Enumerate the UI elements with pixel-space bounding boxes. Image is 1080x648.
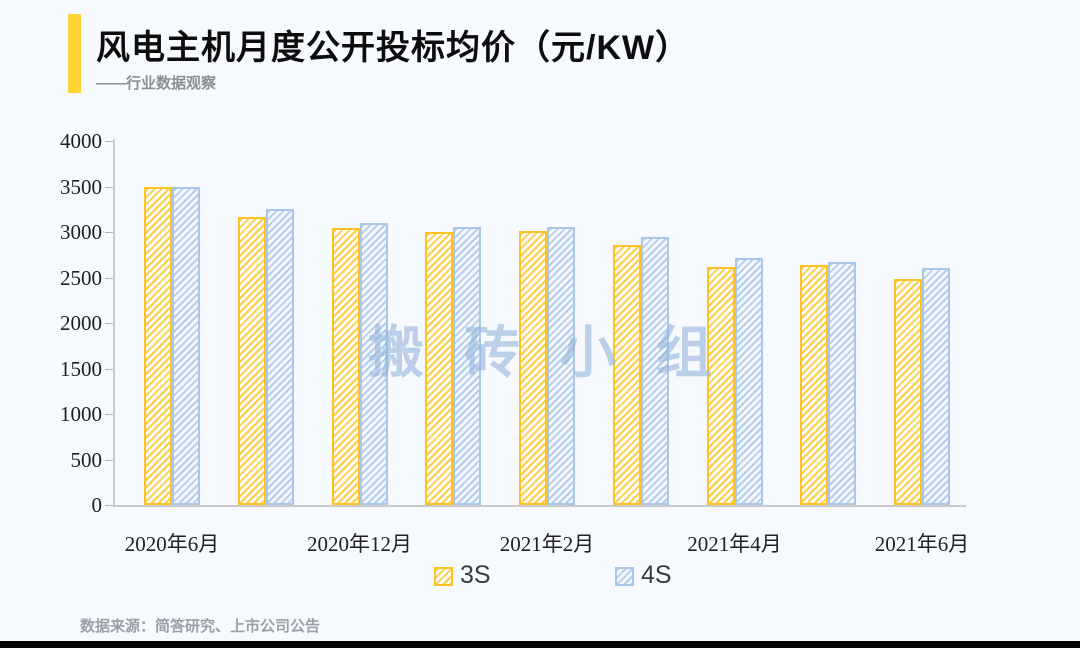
bottom-edge-bar bbox=[0, 641, 1080, 648]
bar-3s bbox=[519, 231, 547, 505]
bar-4s bbox=[828, 262, 857, 505]
bar-3s bbox=[800, 264, 829, 505]
bar-3s bbox=[612, 244, 641, 505]
bar-4s bbox=[922, 268, 950, 505]
bar-4s bbox=[547, 226, 575, 505]
bar-3s bbox=[237, 217, 266, 505]
x-axis-label: 2021年6月 bbox=[874, 532, 970, 556]
bar-4s bbox=[453, 227, 482, 505]
bar-3s bbox=[894, 279, 922, 505]
bar-4s bbox=[734, 258, 763, 505]
y-axis-tick bbox=[105, 232, 113, 233]
y-axis-line bbox=[113, 139, 115, 507]
bar-4s bbox=[640, 237, 669, 505]
bar-4s bbox=[172, 186, 200, 505]
x-axis-label: 2020年12月 bbox=[307, 532, 412, 556]
y-axis-label: 500 bbox=[70, 447, 103, 472]
y-axis-label: 3000 bbox=[60, 220, 102, 244]
y-axis-label: 2500 bbox=[60, 265, 102, 290]
y-axis-label: 1500 bbox=[60, 356, 102, 381]
y-axis-tick bbox=[105, 459, 113, 461]
y-axis-label: 0 bbox=[91, 493, 103, 517]
bar-4s bbox=[359, 222, 388, 505]
bar-3s bbox=[144, 186, 172, 505]
y-axis-label: 2000 bbox=[60, 311, 102, 335]
data-source-note: 数据来源：简答研究、上市公司公告 bbox=[80, 618, 321, 635]
legend-swatch-3s bbox=[434, 567, 453, 586]
y-axis-tick bbox=[105, 186, 113, 188]
bar-3s bbox=[706, 267, 735, 505]
x-axis-label: 2020年6月 bbox=[124, 532, 220, 556]
y-axis-label: 4000 bbox=[60, 129, 102, 153]
x-axis-line bbox=[113, 505, 966, 507]
bar-3s bbox=[331, 228, 360, 505]
y-axis-tick bbox=[105, 141, 113, 142]
y-axis-label: 1000 bbox=[60, 402, 102, 426]
legend-swatch-4s bbox=[615, 567, 634, 586]
x-axis-label: 2021年4月 bbox=[687, 532, 782, 556]
legend-label-3s: 3S bbox=[460, 561, 491, 589]
bar-3s bbox=[425, 232, 454, 505]
y-axis-tick bbox=[105, 505, 113, 506]
legend-label-4s: 4S bbox=[641, 561, 672, 589]
y-axis-tick bbox=[105, 414, 113, 415]
y-axis-tick bbox=[105, 368, 113, 370]
bar-4s bbox=[265, 209, 294, 505]
y-axis-tick bbox=[105, 277, 113, 279]
page-title: 风电主机月度公开投标均价（元/KW） bbox=[96, 29, 691, 67]
y-axis-label: 3500 bbox=[60, 174, 102, 199]
title-accent-bar bbox=[68, 14, 81, 93]
x-axis-label: 2021年2月 bbox=[499, 532, 595, 556]
page-subtitle: ——行业数据观察 bbox=[96, 75, 217, 92]
y-axis-tick bbox=[105, 323, 113, 324]
